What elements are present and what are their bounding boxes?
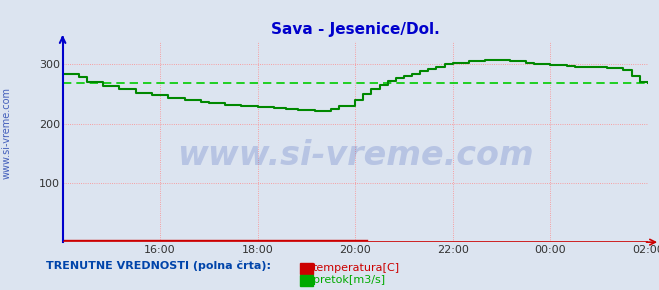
Text: www.si-vreme.com: www.si-vreme.com (1, 87, 12, 180)
Text: TRENUTNE VREDNOSTI (polna črta):: TRENUTNE VREDNOSTI (polna črta): (46, 260, 271, 271)
Text: www.si-vreme.com: www.si-vreme.com (177, 139, 534, 172)
Text: pretok[m3/s]: pretok[m3/s] (313, 276, 385, 285)
Title: Sava - Jesenice/Dol.: Sava - Jesenice/Dol. (271, 22, 440, 37)
Text: temperatura[C]: temperatura[C] (313, 263, 400, 273)
